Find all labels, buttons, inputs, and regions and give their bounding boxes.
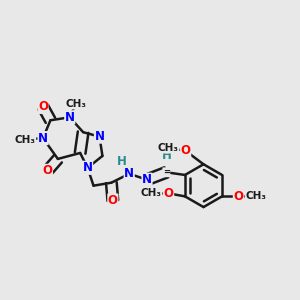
Text: N: N bbox=[142, 173, 152, 186]
Text: N: N bbox=[38, 132, 48, 145]
Text: CH₃: CH₃ bbox=[15, 135, 36, 145]
Text: O: O bbox=[38, 100, 48, 113]
Text: O: O bbox=[233, 190, 243, 203]
Text: CH₃: CH₃ bbox=[141, 188, 162, 198]
Text: CH₃: CH₃ bbox=[158, 143, 179, 153]
Text: CH₃: CH₃ bbox=[65, 99, 86, 109]
Text: N: N bbox=[82, 161, 93, 174]
Text: O: O bbox=[108, 194, 118, 207]
Text: CH₃: CH₃ bbox=[245, 191, 266, 201]
Text: =: = bbox=[163, 168, 170, 177]
Text: H: H bbox=[117, 155, 127, 168]
Text: N: N bbox=[65, 111, 75, 124]
Text: O: O bbox=[164, 187, 174, 200]
Text: O: O bbox=[181, 144, 191, 158]
Text: N: N bbox=[124, 167, 134, 180]
Text: O: O bbox=[43, 164, 52, 177]
Text: N: N bbox=[94, 130, 104, 143]
Text: H: H bbox=[161, 149, 171, 162]
